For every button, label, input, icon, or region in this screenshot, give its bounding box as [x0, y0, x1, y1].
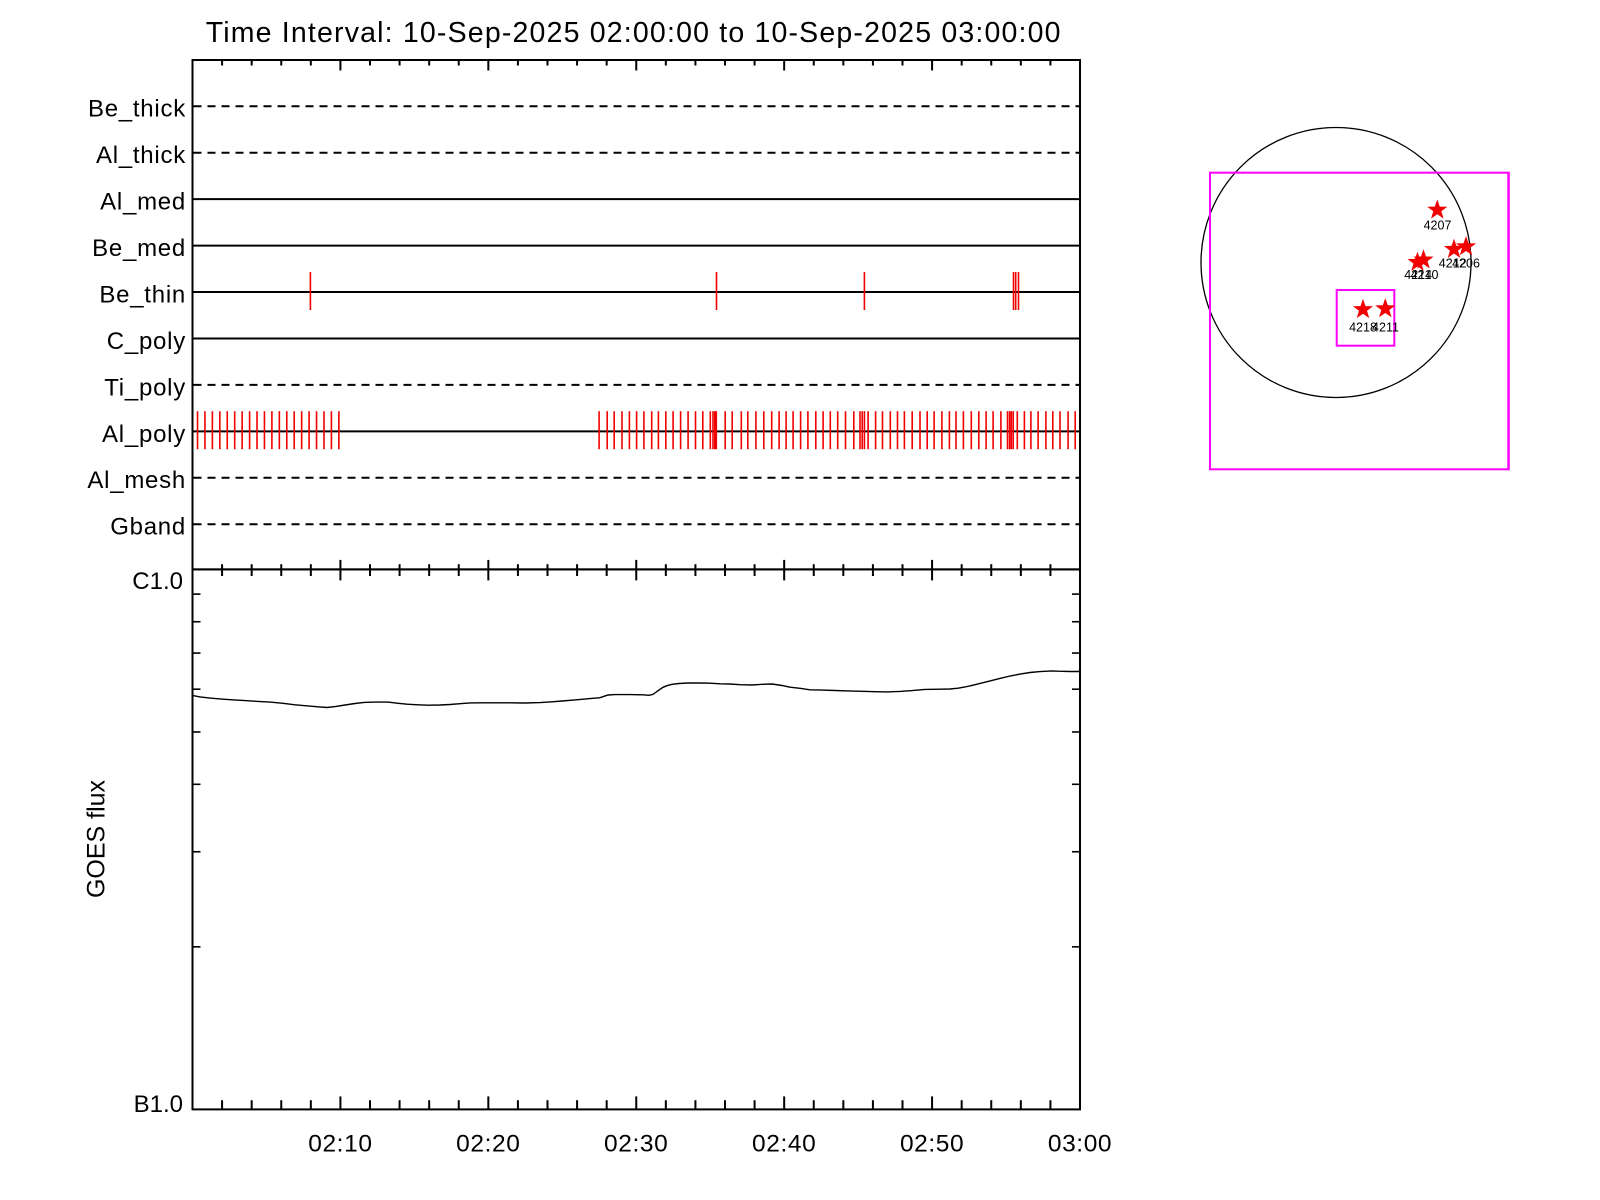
svg-text:Al_med: Al_med [100, 189, 186, 216]
svg-text:GOES flux: GOES flux [83, 779, 111, 898]
svg-text:Time Interval: 10-Sep-2025 02:: Time Interval: 10-Sep-2025 02:00:00 to 1… [206, 17, 1062, 49]
svg-text:Be_thick: Be_thick [88, 96, 186, 123]
svg-text:Al_poly: Al_poly [102, 421, 186, 448]
svg-text:02:40: 02:40 [752, 1130, 816, 1157]
svg-text:Be_thin: Be_thin [99, 281, 186, 308]
svg-text:Al_mesh: Al_mesh [87, 467, 186, 494]
svg-text:4206: 4206 [1452, 257, 1480, 271]
svg-text:02:50: 02:50 [900, 1130, 964, 1157]
svg-text:4207: 4207 [1424, 219, 1452, 233]
svg-text:4212: 4212 [1439, 257, 1467, 271]
svg-text:4210: 4210 [1411, 268, 1439, 282]
svg-text:Gband: Gband [110, 514, 186, 541]
svg-text:02:30: 02:30 [604, 1130, 668, 1157]
svg-text:Be_med: Be_med [92, 235, 186, 262]
svg-text:B1.0: B1.0 [134, 1091, 183, 1118]
svg-text:Ti_poly: Ti_poly [104, 374, 186, 401]
svg-text:Al_thick: Al_thick [96, 142, 186, 169]
svg-text:02:10: 02:10 [308, 1130, 372, 1157]
svg-text:4218: 4218 [1349, 321, 1377, 335]
svg-text:C_poly: C_poly [107, 328, 186, 355]
svg-text:02:20: 02:20 [456, 1130, 520, 1157]
svg-text:C1.0: C1.0 [132, 568, 183, 595]
svg-text:4214: 4214 [1404, 268, 1432, 282]
svg-text:4211: 4211 [1372, 321, 1399, 335]
svg-text:03:00: 03:00 [1048, 1130, 1112, 1157]
